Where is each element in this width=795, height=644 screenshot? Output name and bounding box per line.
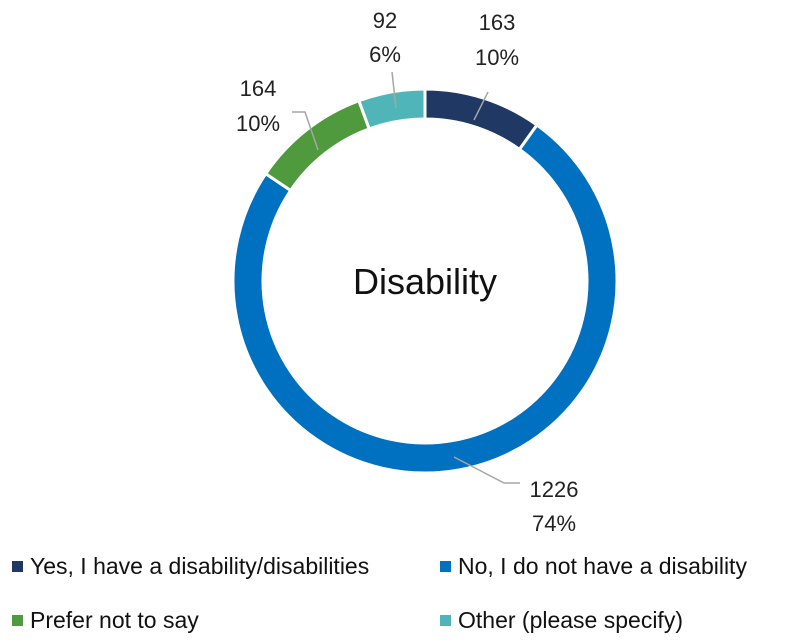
percent-label-no-i-do-not-have-a-disability: 74% — [532, 511, 576, 536]
center-title: Disability — [353, 261, 497, 302]
slice-prefer-not-to-say — [266, 101, 369, 191]
legend-item-other-please-specify: Other (please specify) — [440, 607, 683, 633]
percent-label-yes-i-have-a-disability-disabilities: 10% — [475, 45, 519, 70]
legend-label: Prefer not to say — [30, 607, 199, 633]
legend-swatch — [12, 561, 23, 572]
percent-label-prefer-not-to-say: 10% — [236, 111, 280, 136]
legend-label: No, I do not have a disability — [458, 553, 747, 579]
legend-swatch — [440, 561, 451, 572]
legend-label: Other (please specify) — [458, 607, 683, 633]
legend-item-no-i-do-not-have-a-disability: No, I do not have a disability — [440, 553, 747, 579]
slice-yes-i-have-a-disability-disabilities — [425, 89, 537, 149]
legend-item-prefer-not-to-say: Prefer not to say — [12, 607, 199, 633]
slice-other-please-specify — [359, 89, 425, 129]
legend: Yes, I have a disability/disabilities No,… — [12, 553, 747, 633]
value-label-prefer-not-to-say: 164 — [240, 76, 277, 101]
value-label-no-i-do-not-have-a-disability: 1226 — [530, 477, 579, 502]
legend-swatch — [440, 615, 451, 626]
percent-label-other-please-specify: 6% — [369, 42, 401, 67]
legend-label: Yes, I have a disability/disabilities — [30, 553, 369, 579]
value-label-other-please-specify: 92 — [373, 8, 397, 33]
legend-swatch — [12, 615, 23, 626]
legend-item-yes-i-have-a-disability-disabilities: Yes, I have a disability/disabilities — [12, 553, 369, 579]
value-label-yes-i-have-a-disability-disabilities: 163 — [479, 10, 516, 35]
